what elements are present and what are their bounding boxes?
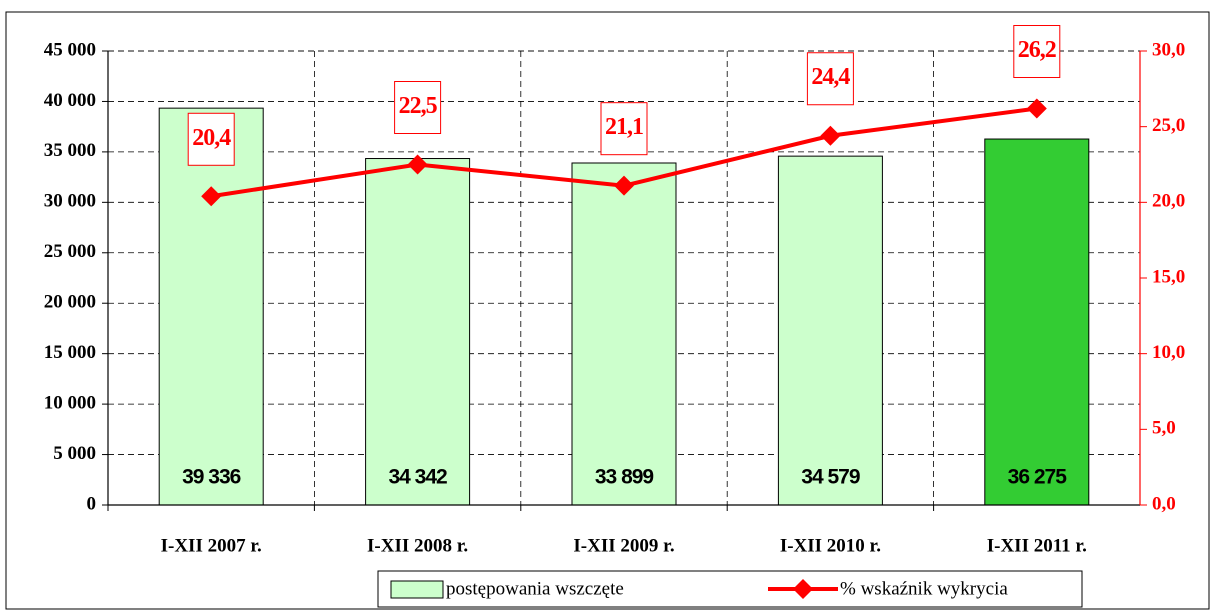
line-marker xyxy=(820,125,841,146)
line-marker xyxy=(407,154,428,175)
legend-box xyxy=(377,570,1083,608)
legend-marker xyxy=(793,579,813,599)
line-marker xyxy=(1026,98,1047,119)
y-tick-label: 45 000 xyxy=(44,39,96,60)
value-label-box xyxy=(394,81,442,134)
y2-tick-label: 15,0 xyxy=(1152,266,1185,287)
line-value-label: 24,4 xyxy=(811,64,850,90)
line-value-label: 22,5 xyxy=(399,93,438,119)
bar-value-label: 36 275 xyxy=(1008,466,1068,489)
y2-tick-label: 30,0 xyxy=(1152,39,1185,60)
legend-label: % wskaźnik wykrycia xyxy=(840,578,1008,599)
line-value-label: 21,1 xyxy=(605,114,643,140)
bar-value-label: 34 579 xyxy=(801,466,860,489)
value-label-box xyxy=(806,52,854,106)
y-tick-label: 40 000 xyxy=(44,90,96,111)
y2-tick-label: 5,0 xyxy=(1152,418,1176,439)
bar-value-label: 39 336 xyxy=(182,466,241,489)
value-label-box xyxy=(1013,25,1061,79)
bar-value-label: 34 342 xyxy=(388,466,447,489)
bar xyxy=(158,107,264,506)
y-tick-label: 0 xyxy=(87,493,97,514)
y2-tick-label: 10,0 xyxy=(1152,342,1185,363)
legend-swatch xyxy=(390,580,444,599)
y-tick-label: 20 000 xyxy=(44,292,96,313)
line-marker xyxy=(614,175,634,196)
bar xyxy=(984,138,1090,506)
y-tick-label: 15 000 xyxy=(44,342,96,363)
y-tick-label: 5 000 xyxy=(53,443,96,464)
line-value-label: 26,2 xyxy=(1018,37,1056,63)
x-tick-label: I-XII 2007 r. xyxy=(161,535,262,556)
bar xyxy=(571,162,677,506)
bar-value-label: 33 899 xyxy=(595,466,654,489)
x-tick-label: I-XII 2008 r. xyxy=(367,535,468,556)
x-tick-label: I-XII 2009 r. xyxy=(573,535,674,556)
line-marker xyxy=(201,186,222,207)
y-tick-label: 10 000 xyxy=(44,392,96,413)
y2-tick-label: 0,0 xyxy=(1152,493,1176,514)
bar xyxy=(365,158,471,506)
y-tick-label: 25 000 xyxy=(44,241,96,262)
value-label-box xyxy=(600,102,648,156)
value-label-box xyxy=(187,112,235,166)
legend-label: postępowania wszczęte xyxy=(446,578,624,599)
x-tick-label: I-XII 2011 r. xyxy=(987,535,1087,556)
y-tick-label: 35 000 xyxy=(44,140,96,161)
y2-tick-label: 20,0 xyxy=(1152,191,1185,212)
y2-tick-label: 25,0 xyxy=(1152,115,1185,136)
line-value-label: 20,4 xyxy=(192,125,231,151)
bar xyxy=(777,155,883,506)
x-tick-label: I-XII 2010 r. xyxy=(780,535,881,556)
y-tick-label: 30 000 xyxy=(44,191,96,212)
